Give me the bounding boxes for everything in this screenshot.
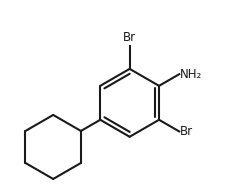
Text: Br: Br: [180, 125, 193, 138]
Text: NH₂: NH₂: [180, 68, 202, 81]
Text: Br: Br: [123, 31, 136, 44]
